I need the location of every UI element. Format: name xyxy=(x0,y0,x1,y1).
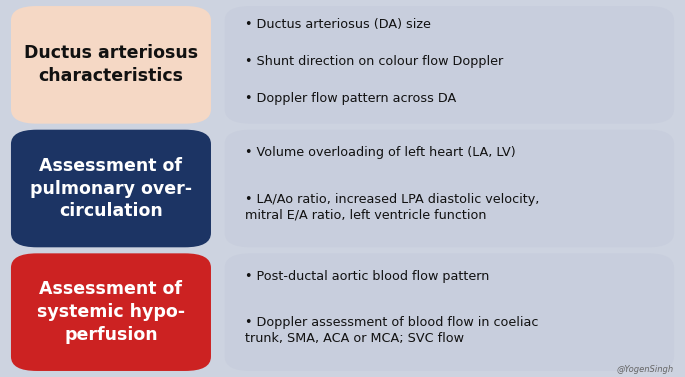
FancyBboxPatch shape xyxy=(225,130,674,247)
Text: • Volume overloading of left heart (LA, LV): • Volume overloading of left heart (LA, … xyxy=(245,146,516,159)
FancyBboxPatch shape xyxy=(11,6,211,124)
Text: • Shunt direction on colour flow Doppler: • Shunt direction on colour flow Doppler xyxy=(245,55,503,68)
Text: • Post-ductal aortic blood flow pattern: • Post-ductal aortic blood flow pattern xyxy=(245,270,490,283)
Text: • LA/Ao ratio, increased LPA diastolic velocity,
mitral E/A ratio, left ventricl: • LA/Ao ratio, increased LPA diastolic v… xyxy=(245,193,540,222)
FancyBboxPatch shape xyxy=(11,253,211,371)
Text: Assessment of
systemic hypo-
perfusion: Assessment of systemic hypo- perfusion xyxy=(37,280,185,344)
Text: Ductus arteriosus
characteristics: Ductus arteriosus characteristics xyxy=(24,44,198,85)
FancyBboxPatch shape xyxy=(225,6,674,124)
FancyBboxPatch shape xyxy=(225,253,674,371)
Text: Assessment of
pulmonary over-
circulation: Assessment of pulmonary over- circulatio… xyxy=(30,156,192,221)
FancyBboxPatch shape xyxy=(11,130,211,247)
Text: • Ductus arteriosus (DA) size: • Ductus arteriosus (DA) size xyxy=(245,18,431,31)
Text: • Doppler flow pattern across DA: • Doppler flow pattern across DA xyxy=(245,92,456,104)
Text: • Doppler assessment of blood flow in coeliac
trunk, SMA, ACA or MCA; SVC flow: • Doppler assessment of blood flow in co… xyxy=(245,316,538,345)
Text: @YogenSingh: @YogenSingh xyxy=(617,365,674,374)
